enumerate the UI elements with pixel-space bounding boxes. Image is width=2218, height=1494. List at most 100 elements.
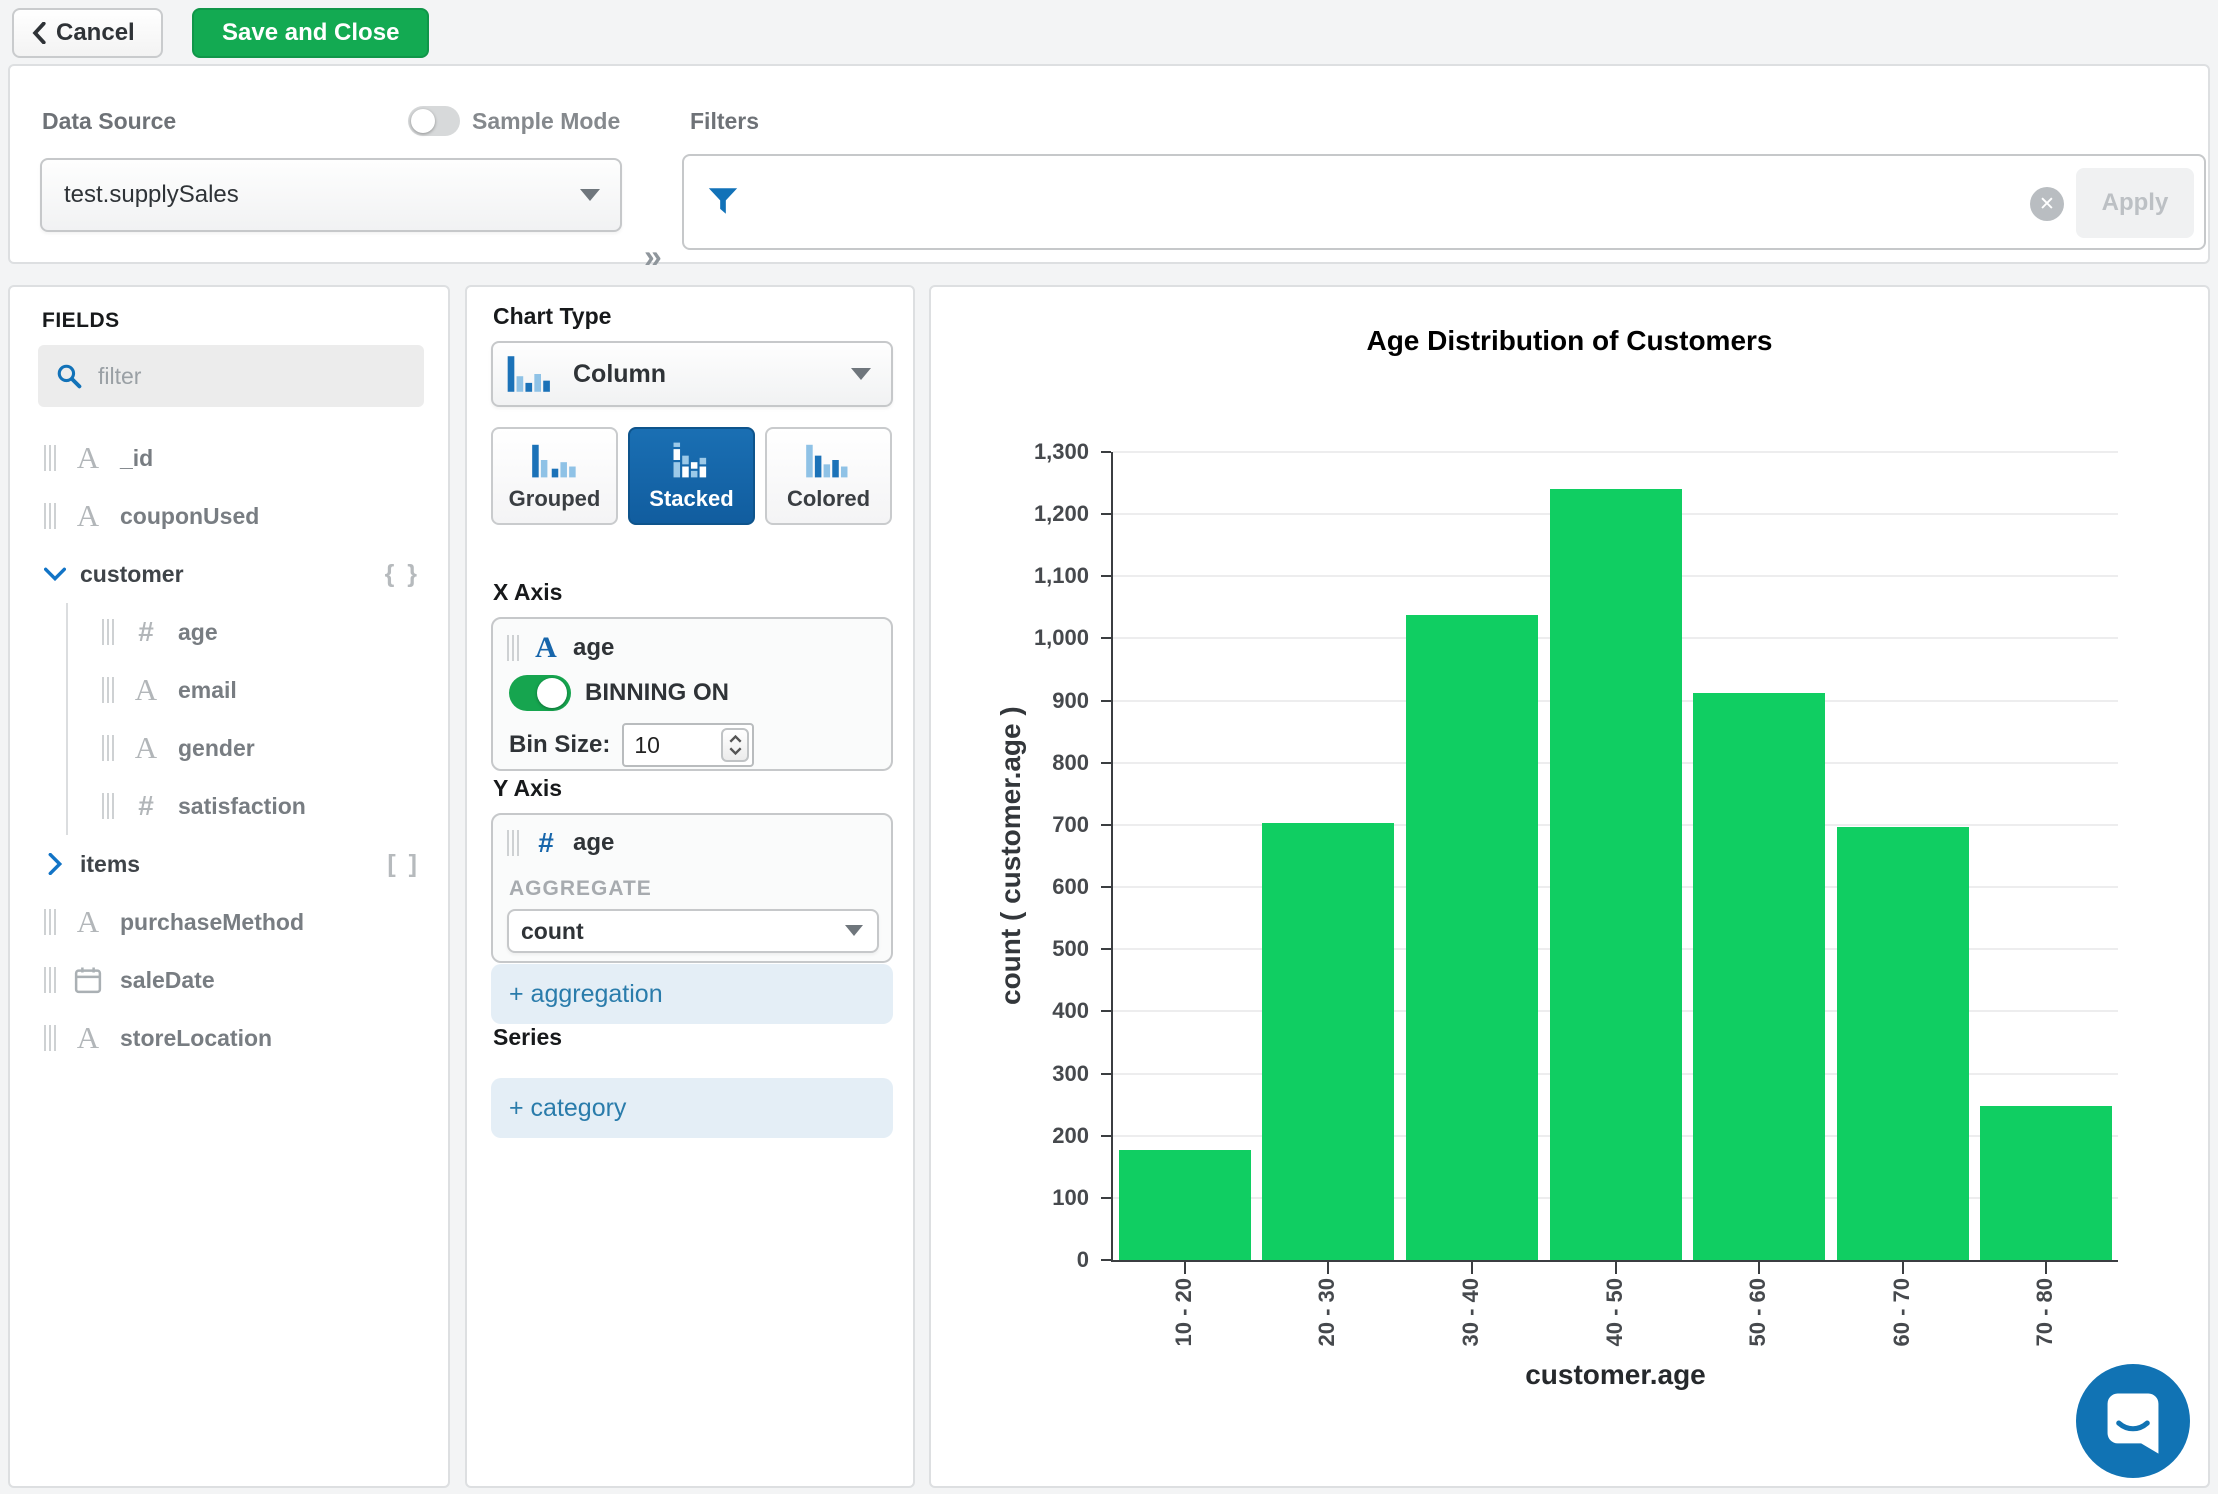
apply-label: Apply	[2101, 189, 2169, 216]
y-tick-mark	[1101, 1259, 1111, 1261]
chevron-right-icon[interactable]	[44, 853, 66, 875]
drag-handle-icon	[44, 503, 56, 529]
field-name: saleDate	[120, 966, 215, 993]
x-axis-heading: X Axis	[493, 579, 563, 605]
field-row-items[interactable]: items [ ]	[10, 835, 448, 893]
string-type-icon: A	[76, 498, 100, 533]
y-tick-mark	[1101, 451, 1111, 453]
string-type-icon: A	[76, 440, 100, 475]
field-name: gender	[178, 734, 255, 761]
data-source-label: Data Source	[42, 108, 177, 134]
add-aggregation-label: + aggregation	[509, 979, 663, 1008]
field-row-_id[interactable]: A _id	[10, 429, 448, 487]
x-tick-mark	[1758, 1262, 1761, 1274]
chart-type-value: Column	[573, 359, 667, 388]
x-axis-field-chip[interactable]: A age	[507, 631, 614, 665]
y-tick-label: 1,100	[1033, 563, 1089, 589]
toggle-knob	[411, 109, 435, 133]
x-axis-card: A age BINNING ON Bin Size:	[491, 617, 893, 771]
chat-launcher-button[interactable]	[2076, 1364, 2190, 1478]
variant-label: Colored	[786, 486, 871, 511]
toggle-knob	[537, 678, 567, 708]
string-type-icon: A	[134, 672, 158, 707]
chart-preview-panel: Age Distribution of Customers count ( cu…	[929, 285, 2210, 1488]
y-tick-mark	[1101, 823, 1111, 826]
save-label: Save and Close	[222, 19, 400, 46]
y-tick-mark	[1101, 637, 1111, 640]
filters-input[interactable]: Apply	[682, 154, 2206, 250]
y-tick-label: 800	[1052, 749, 1089, 775]
data-source-select[interactable]: test.supplySales	[40, 158, 622, 232]
add-category-button[interactable]: + category	[491, 1078, 893, 1138]
chevron-down-icon[interactable]	[44, 567, 66, 581]
variant-label: Stacked	[649, 486, 734, 511]
column-chart-icon	[507, 356, 550, 392]
y-tick-mark	[1101, 699, 1111, 702]
x-axis-line	[1111, 1260, 2118, 1262]
aggregate-label: AGGREGATE	[509, 877, 652, 900]
y-axis-field-chip[interactable]: # age	[507, 827, 614, 859]
bar-20 - 30	[1262, 823, 1395, 1260]
field-row-age[interactable]: # age	[10, 603, 448, 661]
field-name: satisfaction	[178, 792, 306, 819]
chevron-left-icon	[32, 22, 46, 44]
stepper-icon[interactable]	[721, 728, 750, 762]
apply-button[interactable]: Apply	[2076, 168, 2194, 238]
chart-title: Age Distribution of Customers	[1366, 325, 1773, 356]
bin-size-label: Bin Size:	[509, 731, 611, 758]
field-name: age	[178, 618, 218, 645]
field-name: purchaseMethod	[120, 908, 305, 935]
grouped-button[interactable]: Grouped	[491, 427, 618, 525]
colored-button[interactable]: Colored	[765, 427, 892, 525]
tree-connector-line	[66, 661, 68, 719]
x-tick-label: 40 - 50	[1601, 1278, 1627, 1347]
drag-handle-icon	[44, 445, 56, 471]
chart-type-heading: Chart Type	[493, 303, 612, 329]
y-tick-label: 400	[1052, 998, 1089, 1024]
cancel-button[interactable]: Cancel	[12, 8, 163, 58]
y-tick-mark	[1101, 761, 1111, 764]
drag-handle-icon	[102, 735, 114, 761]
binning-toggle[interactable]	[509, 675, 571, 711]
field-row-saleDate[interactable]: saleDate	[10, 951, 448, 1009]
add-aggregation-button[interactable]: + aggregation	[491, 964, 893, 1024]
y-tick-label: 200	[1052, 1122, 1089, 1148]
x-tick-label: 20 - 30	[1314, 1278, 1340, 1347]
object-braces-icon: { }	[384, 559, 420, 588]
drag-handle-icon	[102, 619, 114, 645]
y-tick-mark	[1101, 1010, 1111, 1013]
sample-mode-toggle[interactable]	[408, 106, 460, 136]
save-and-close-button[interactable]: Save and Close	[192, 8, 430, 58]
chart-type-select[interactable]: Column	[491, 341, 893, 407]
date-type-icon	[74, 967, 102, 994]
clear-filters-icon[interactable]	[2030, 187, 2064, 221]
y-tick-label: 1,300	[1033, 439, 1089, 464]
stacked-button[interactable]: Stacked	[628, 427, 755, 525]
string-type-icon: A	[535, 631, 557, 664]
series-heading: Series	[493, 1024, 563, 1050]
add-category-label: + category	[509, 1093, 627, 1122]
drag-handle-icon	[507, 635, 519, 661]
number-type-icon: #	[538, 827, 554, 858]
mini-bar-icon	[805, 444, 847, 478]
y-tick-label: 500	[1052, 936, 1089, 962]
tree-connector-line	[66, 603, 68, 661]
number-type-icon: #	[138, 616, 154, 647]
field-search-input[interactable]	[96, 361, 396, 391]
x-axis-title: customer.age	[1525, 1359, 1706, 1390]
bar-30 - 40	[1405, 614, 1538, 1260]
field-row-customer[interactable]: customer { }	[10, 545, 448, 603]
chevron-down-icon	[845, 925, 863, 936]
mini-bar-icon	[673, 442, 706, 478]
bar-40 - 50	[1549, 489, 1682, 1260]
fields-panel-title: FIELDS	[42, 309, 120, 332]
field-row-satisfaction[interactable]: # satisfaction	[10, 777, 448, 835]
y-tick-mark	[1101, 1134, 1111, 1137]
aggregate-select[interactable]: count	[507, 909, 879, 953]
